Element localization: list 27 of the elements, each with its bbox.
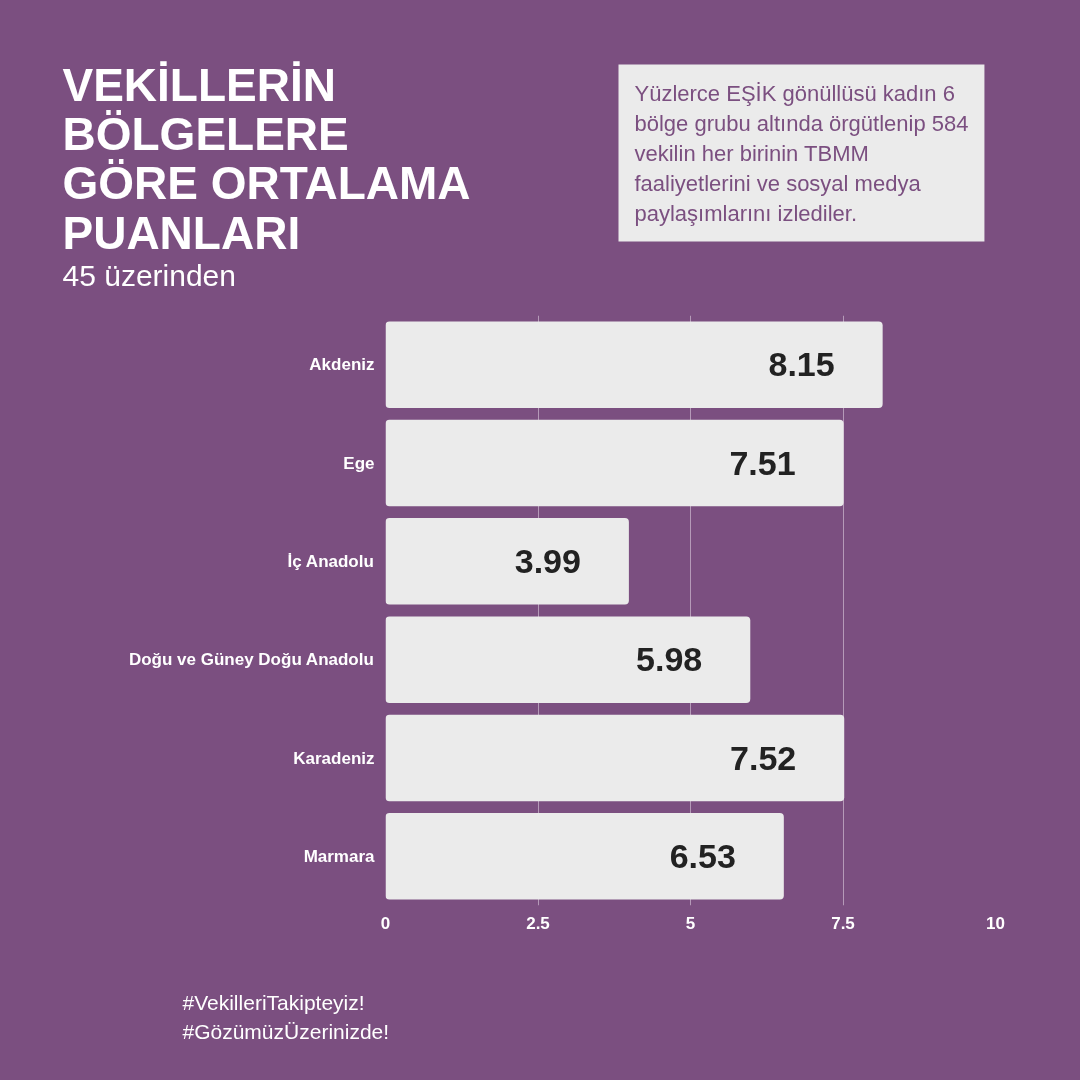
y-tick-label: Marmara bbox=[303, 846, 376, 866]
x-tick-label: 5 bbox=[685, 913, 696, 933]
chart-subtitle: 45 üzerinden bbox=[62, 258, 236, 292]
y-tick-label: Doğu ve Güney Doğu Anadolu bbox=[128, 650, 374, 670]
text: Yüzlerce EŞİK gönüllüsü kadın 6 bölge grubu altında örgütlenip 584 vekilin her birinin TBMM faaliyetlerini ve sosyal medya paylaşımlarını izlediler. bbox=[634, 80, 969, 226]
x-tick-label: 2.5 bbox=[526, 913, 550, 933]
x-tick-label: 0 bbox=[380, 913, 391, 933]
x-tick-label: 7.5 bbox=[831, 913, 855, 933]
data-label: 7.51 bbox=[729, 443, 796, 482]
bar bbox=[385, 813, 784, 900]
y-tick-label: Karadeniz bbox=[293, 748, 375, 768]
data-label: 6.53 bbox=[669, 836, 736, 875]
y-tick-label: İç Anadolu bbox=[287, 551, 374, 571]
bar bbox=[385, 419, 844, 507]
chart-title: VEKİLLERİN BÖLGELERE GÖRE ORTALAMA PUANLARI bbox=[62, 58, 471, 259]
y-tick-label: Akdeniz bbox=[309, 355, 375, 375]
text: #VekilleriTakipteyiz! #GözümüzÜzerinizde! bbox=[182, 990, 390, 1044]
bar bbox=[385, 714, 845, 802]
x-tick-label: 10 bbox=[986, 913, 1005, 933]
bar bbox=[385, 616, 751, 703]
data-label: 7.52 bbox=[730, 738, 797, 777]
data-label: 5.98 bbox=[636, 640, 703, 679]
bar bbox=[385, 518, 629, 605]
data-label: 8.15 bbox=[768, 345, 835, 384]
y-tick-label: Ege bbox=[343, 453, 375, 473]
bar bbox=[385, 321, 883, 408]
data-label: 3.99 bbox=[514, 541, 581, 580]
